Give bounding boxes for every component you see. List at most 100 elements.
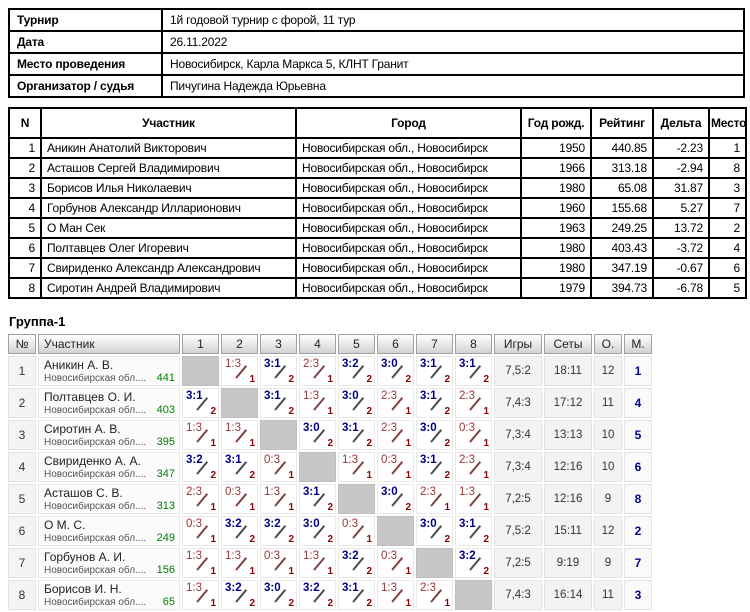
handicap-points: 2 — [444, 438, 450, 449]
participant-cell: Новосибирская обл., Новосибирск — [295, 257, 522, 279]
info-row: Дата 26.11.2022 — [8, 30, 745, 54]
handicap-points: 1 — [210, 438, 216, 449]
match-score: 2:3 — [186, 486, 202, 498]
group-player-row: 3 Сиротин А. В. Новосибирская обл.... 395 1:… — [8, 420, 652, 450]
participant-cell: -6.78 — [652, 277, 710, 299]
self-cell — [260, 420, 297, 450]
group-table-body: 1 Аникин А. В. Новосибирская обл.... 441 1:3… — [8, 356, 652, 610]
points-stat: 9 — [594, 548, 622, 578]
group-player-row: 6 О М. С. Новосибирская обл.... 249 0:3 1 3:2 2… — [8, 516, 652, 546]
games-stat: 7,4:3 — [494, 580, 542, 610]
points-stat: 11 — [594, 388, 622, 418]
match-score: 1:3 — [381, 582, 397, 594]
info-table-body: Турнир 1й годовой турнир с форой, 11 тур Д… — [8, 8, 745, 98]
participant-cell: 347.19 — [590, 257, 654, 279]
match-result-cell: 2:3 1 — [182, 484, 219, 514]
player-region: Новосибирская обл.... — [44, 437, 147, 448]
match-result-cell: 0:3 1 — [221, 484, 258, 514]
player-cell: О М. С. Новосибирская обл.... 249 — [38, 516, 180, 546]
participant-cell: -2.94 — [652, 157, 710, 179]
match-result-cell: 3:2 2 — [455, 548, 492, 578]
participant-cell: 1960 — [520, 197, 592, 219]
match-result-cell: 3:2 2 — [299, 580, 336, 610]
match-score: 3:1 — [342, 582, 359, 594]
participant-cell: -2.23 — [652, 137, 710, 159]
info-label: Турнир — [8, 8, 163, 32]
match-score: 3:2 — [186, 454, 203, 466]
match-result-cell: 0:3 1 — [377, 548, 414, 578]
group-table-head: № Участник 1 2 3 4 5 6 7 8 Игры Сеты О. М. — [8, 334, 652, 354]
match-score: 1:3 — [225, 550, 241, 562]
participant-cell: Сиротин Андрей Владимирович — [40, 277, 297, 299]
self-cell — [377, 516, 414, 546]
match-result-cell: 3:1 2 — [416, 356, 453, 386]
info-row: Место проведения Новосибирск, Карла Маркс… — [8, 52, 745, 76]
player-rating: 65 — [162, 596, 175, 608]
info-label: Место проведения — [8, 52, 163, 76]
group-column-header: 4 — [299, 334, 336, 354]
participant-cell: Борисов Илья Николаевич — [40, 177, 297, 199]
match-result-cell: 2:3 1 — [455, 388, 492, 418]
match-result-cell: 3:0 2 — [416, 516, 453, 546]
group-player-row: 1 Аникин А. В. Новосибирская обл.... 441 1:3… — [8, 356, 652, 386]
match-score: 3:2 — [342, 358, 359, 370]
player-region: Новосибирская обл.... — [44, 533, 147, 544]
match-result-cell: 3:2 2 — [182, 452, 219, 482]
participants-column-header: Участник — [40, 107, 297, 139]
match-result-cell: 3:1 2 — [182, 388, 219, 418]
self-cell — [416, 548, 453, 578]
match-score: 1:3 — [342, 454, 358, 466]
info-value: Новосибирск, Карла Маркса 5, КЛНТ Гранит — [161, 52, 745, 76]
player-rating: 313 — [156, 500, 175, 512]
group-player-row: 5 Асташов С. В. Новосибирская обл.... 313 2:… — [8, 484, 652, 514]
group-title: Группа-1 — [9, 314, 66, 329]
player-number: 2 — [8, 388, 36, 418]
player-subline: Новосибирская обл.... 441 — [44, 372, 175, 385]
participant-cell: 8 — [8, 277, 42, 299]
group-player-row: 7 Горбунов А. И. Новосибирская обл.... 156 1… — [8, 548, 652, 578]
participant-cell: 1950 — [520, 137, 592, 159]
place-stat: 6 — [624, 452, 652, 482]
points-stat: 9 — [594, 484, 622, 514]
player-name: Сиротин А. В. — [44, 422, 121, 436]
player-rating: 395 — [156, 436, 175, 448]
player-name: Борисов И. Н. — [44, 582, 122, 596]
match-score: 3:1 — [225, 454, 242, 466]
match-score: 0:3 — [459, 422, 475, 434]
match-result-cell: 3:2 2 — [338, 548, 375, 578]
player-subline: Новосибирская обл.... 249 — [44, 533, 175, 545]
match-score: 1:3 — [459, 486, 475, 498]
match-result-cell: 2:3 1 — [377, 420, 414, 450]
player-cell: Свириденко А. А. Новосибирская обл.... 347 — [38, 452, 180, 482]
match-score: 0:3 — [186, 518, 202, 530]
match-result-cell: 0:3 1 — [260, 452, 297, 482]
games-stat: 7,2:5 — [494, 548, 542, 578]
group-column-header: 1 — [182, 334, 219, 354]
match-result-cell: 1:3 1 — [221, 356, 258, 386]
points-stat: 12 — [594, 516, 622, 546]
match-result-cell: 1:3 1 — [260, 484, 297, 514]
participant-cell: 13.72 — [652, 217, 710, 239]
match-score: 1:3 — [186, 550, 202, 562]
participants-column-header: Дельта — [652, 107, 710, 139]
participant-cell: 155.68 — [590, 197, 654, 219]
participants-header-row: N Участник Город Год рожд. Рейтинг Дельта Мест… — [8, 107, 747, 139]
handicap-points: 1 — [444, 502, 450, 513]
player-cell: Асташов С. В. Новосибирская обл.... 313 — [38, 484, 180, 514]
participant-cell: Асташов Сергей Владимирович — [40, 157, 297, 179]
handicap-points: 1 — [444, 598, 450, 609]
match-score: 0:3 — [225, 486, 241, 498]
match-result-cell: 3:1 2 — [299, 484, 336, 514]
place-stat: 1 — [624, 356, 652, 386]
match-result-cell: 3:0 2 — [338, 388, 375, 418]
participants-column-header: Год рожд. — [520, 107, 592, 139]
player-rating: 441 — [156, 372, 175, 384]
player-subline: Новосибирская обл.... 403 — [44, 405, 175, 417]
player-number: 3 — [8, 420, 36, 450]
handicap-points: 1 — [483, 502, 489, 513]
match-score: 3:1 — [186, 390, 203, 402]
match-result-cell: 0:3 1 — [455, 420, 492, 450]
handicap-points: 2 — [483, 566, 489, 577]
group-header-row: № Участник 1 2 3 4 5 6 7 8 Игры Сеты О. М. — [8, 334, 652, 354]
handicap-points: 2 — [366, 566, 372, 577]
